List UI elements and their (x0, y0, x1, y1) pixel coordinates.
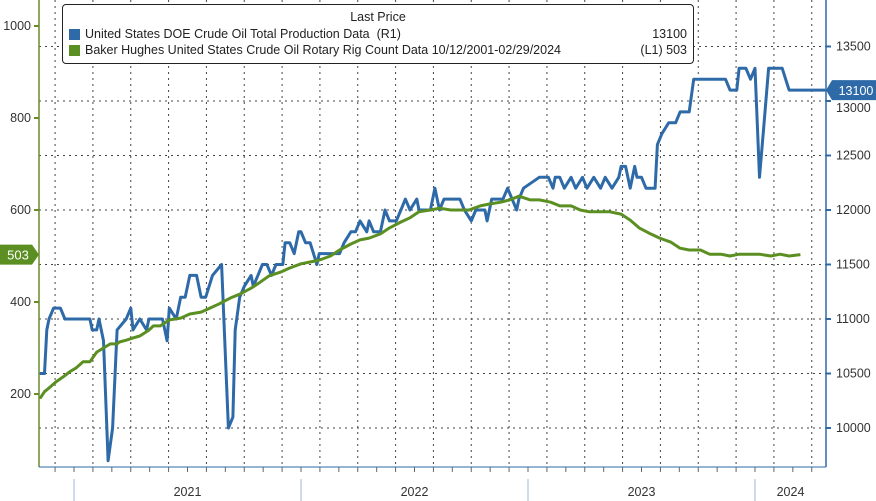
x-tick-label: 2024 (777, 485, 805, 499)
legend-swatch-blue (69, 29, 80, 40)
right-tick-label: 12000 (836, 203, 871, 217)
tick-labels: 200 400 600 800 1000 10000 10500 11000 11500 1200… (0, 19, 876, 499)
legend-item-rig-count: Baker Hughes United States Crude Oil Rot… (63, 42, 693, 58)
x-tick-label: 2021 (174, 485, 202, 499)
last-value-left: 503 (7, 248, 29, 263)
right-tick-label: 10000 (836, 421, 871, 435)
right-tick-label: 13000 (836, 101, 871, 115)
production-line (39, 66, 826, 463)
legend-value: 503 (666, 43, 687, 57)
legend-axis-tag: (L1) (640, 43, 663, 57)
left-tick-label: 200 (10, 387, 31, 401)
series-lines (38, 66, 826, 463)
right-tick-label: 11000 (836, 312, 870, 326)
legend: Last Price United States DOE Crude Oil T… (62, 4, 694, 64)
right-tick-label: 10500 (836, 367, 871, 381)
legend-label: Baker Hughes United States Crude Oil Rot… (85, 43, 561, 57)
left-tick-label: 800 (10, 111, 31, 125)
x-tick-label: 2022 (401, 485, 429, 499)
legend-item-production: United States DOE Crude Oil Total Produc… (63, 26, 693, 42)
right-tick-label: 11500 (836, 258, 870, 272)
x-tick-label: 2023 (628, 485, 656, 499)
legend-value: 13100 (648, 26, 687, 42)
right-tick-label: 13500 (836, 40, 871, 54)
left-tick-label: 600 (10, 203, 31, 217)
left-tick-label: 400 (10, 295, 31, 309)
last-value-tag-left (0, 244, 39, 265)
legend-swatch-green (69, 45, 80, 56)
legend-label: United States DOE Crude Oil Total Produc… (85, 27, 370, 41)
rig-count-line (38, 194, 801, 400)
last-value-tag-right (826, 80, 876, 101)
axes (34, 0, 831, 501)
legend-title: Last Price (350, 10, 406, 24)
left-tick-label: 1000 (3, 19, 31, 33)
last-value-right: 13100 (839, 84, 874, 98)
legend-axis-tag: (R1) (376, 27, 401, 41)
right-tick-label: 12500 (836, 149, 871, 163)
grid-lines (39, 0, 826, 467)
